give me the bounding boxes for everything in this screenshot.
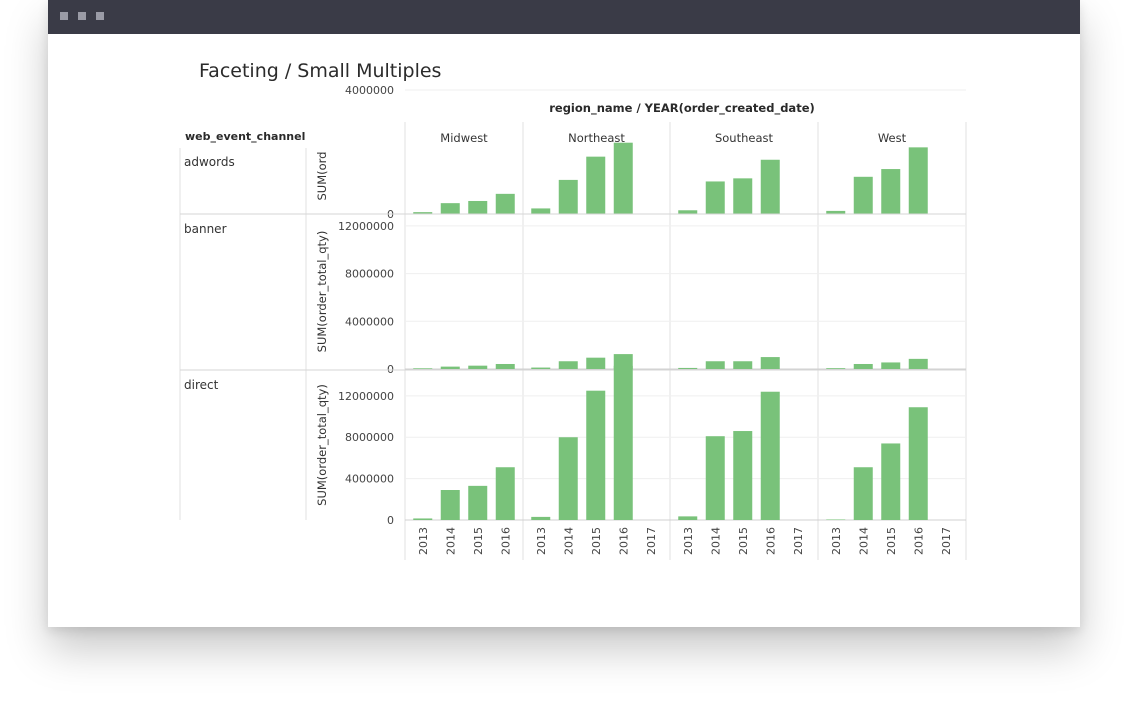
y-axis-title: SUM(order_total_qty) <box>315 231 329 353</box>
column-header-title: region_name / YEAR(order_created_date) <box>549 101 815 116</box>
bar <box>733 361 753 369</box>
x-tick-label: 2014 <box>444 527 457 555</box>
window-control-icon[interactable] <box>60 12 68 20</box>
bar <box>853 467 873 520</box>
y-tick-label: 8000000 <box>345 431 394 444</box>
facet-row-label: direct <box>184 378 219 392</box>
bar <box>531 367 551 369</box>
bar <box>705 436 725 520</box>
x-tick-label: 2017 <box>792 527 805 555</box>
y-tick-label: 0 <box>387 514 394 527</box>
y-tick-label: 4000000 <box>345 315 394 328</box>
bar <box>413 368 433 369</box>
bar <box>760 357 780 369</box>
bar <box>468 485 488 520</box>
facet-column-label: Midwest <box>440 131 488 145</box>
bar <box>908 147 928 214</box>
x-tick-label: 2013 <box>682 527 695 555</box>
bar <box>413 212 433 214</box>
x-tick-label: 2015 <box>885 527 898 555</box>
x-tick-label: 2017 <box>645 527 658 555</box>
bar <box>678 367 698 369</box>
bar <box>733 178 753 214</box>
bar <box>826 368 846 369</box>
bar <box>908 407 928 520</box>
page-title: Faceting / Small Multiples <box>199 60 442 82</box>
bar <box>468 200 488 214</box>
x-tick-label: 2013 <box>417 527 430 555</box>
x-tick-label: 2017 <box>940 527 953 555</box>
bar <box>826 210 846 214</box>
y-tick-label: 4000000 <box>345 84 394 97</box>
y-tick-label: 12000000 <box>338 390 394 403</box>
bar <box>440 366 460 369</box>
y-axis-title: SUM(ord <box>315 152 329 201</box>
faceted-bar-chart: region_name / YEAR(order_created_date)we… <box>179 84 967 560</box>
bar <box>826 519 846 520</box>
bar <box>678 210 698 214</box>
x-tick-label: 2015 <box>590 527 603 555</box>
bar <box>733 431 753 520</box>
bar <box>908 358 928 369</box>
bar <box>613 354 633 369</box>
app-window: Faceting / Small Multiples region_name /… <box>48 0 1080 627</box>
bar <box>586 156 606 214</box>
bar <box>495 467 515 520</box>
bar <box>468 365 488 369</box>
y-tick-label: 8000000 <box>345 268 394 281</box>
bar <box>853 176 873 214</box>
bar <box>678 516 698 520</box>
facet-row-label: adwords <box>184 155 235 169</box>
facet-row-label: banner <box>184 222 227 236</box>
bar <box>558 437 578 520</box>
bar <box>413 518 433 520</box>
window-control-icon[interactable] <box>96 12 104 20</box>
bar <box>440 490 460 520</box>
bar <box>853 363 873 369</box>
x-tick-label: 2014 <box>857 527 870 555</box>
bar <box>705 181 725 214</box>
window-titlebar <box>48 0 1080 34</box>
bar <box>586 390 606 520</box>
bar <box>558 361 578 369</box>
bar <box>558 179 578 214</box>
bar <box>613 142 633 214</box>
window-control-icon[interactable] <box>78 12 86 20</box>
y-tick-label: 4000000 <box>345 473 394 486</box>
x-tick-label: 2016 <box>764 527 777 555</box>
x-tick-label: 2016 <box>912 527 925 555</box>
bar <box>705 361 725 369</box>
y-tick-label: 12000000 <box>338 220 394 233</box>
x-tick-label: 2015 <box>737 527 750 555</box>
bar <box>881 362 901 369</box>
x-tick-label: 2014 <box>562 527 575 555</box>
bar <box>531 516 551 520</box>
bar <box>613 365 633 520</box>
x-tick-label: 2013 <box>535 527 548 555</box>
facet-column-label: West <box>878 131 907 145</box>
bar <box>531 208 551 214</box>
x-tick-label: 2013 <box>830 527 843 555</box>
facet-column-label: Southeast <box>715 131 774 145</box>
x-tick-label: 2014 <box>709 527 722 555</box>
bar <box>881 169 901 214</box>
bar <box>760 159 780 214</box>
x-tick-label: 2015 <box>472 527 485 555</box>
row-header-title: web_event_channel <box>185 130 305 143</box>
bar <box>881 443 901 520</box>
bar <box>495 193 515 214</box>
x-tick-label: 2016 <box>499 527 512 555</box>
bar <box>440 203 460 214</box>
y-axis-title: SUM(order_total_qty) <box>315 384 329 506</box>
facet-column-label: Northeast <box>568 131 625 145</box>
bar <box>495 363 515 369</box>
bar <box>586 357 606 369</box>
x-tick-label: 2016 <box>617 527 630 555</box>
bar <box>760 391 780 520</box>
